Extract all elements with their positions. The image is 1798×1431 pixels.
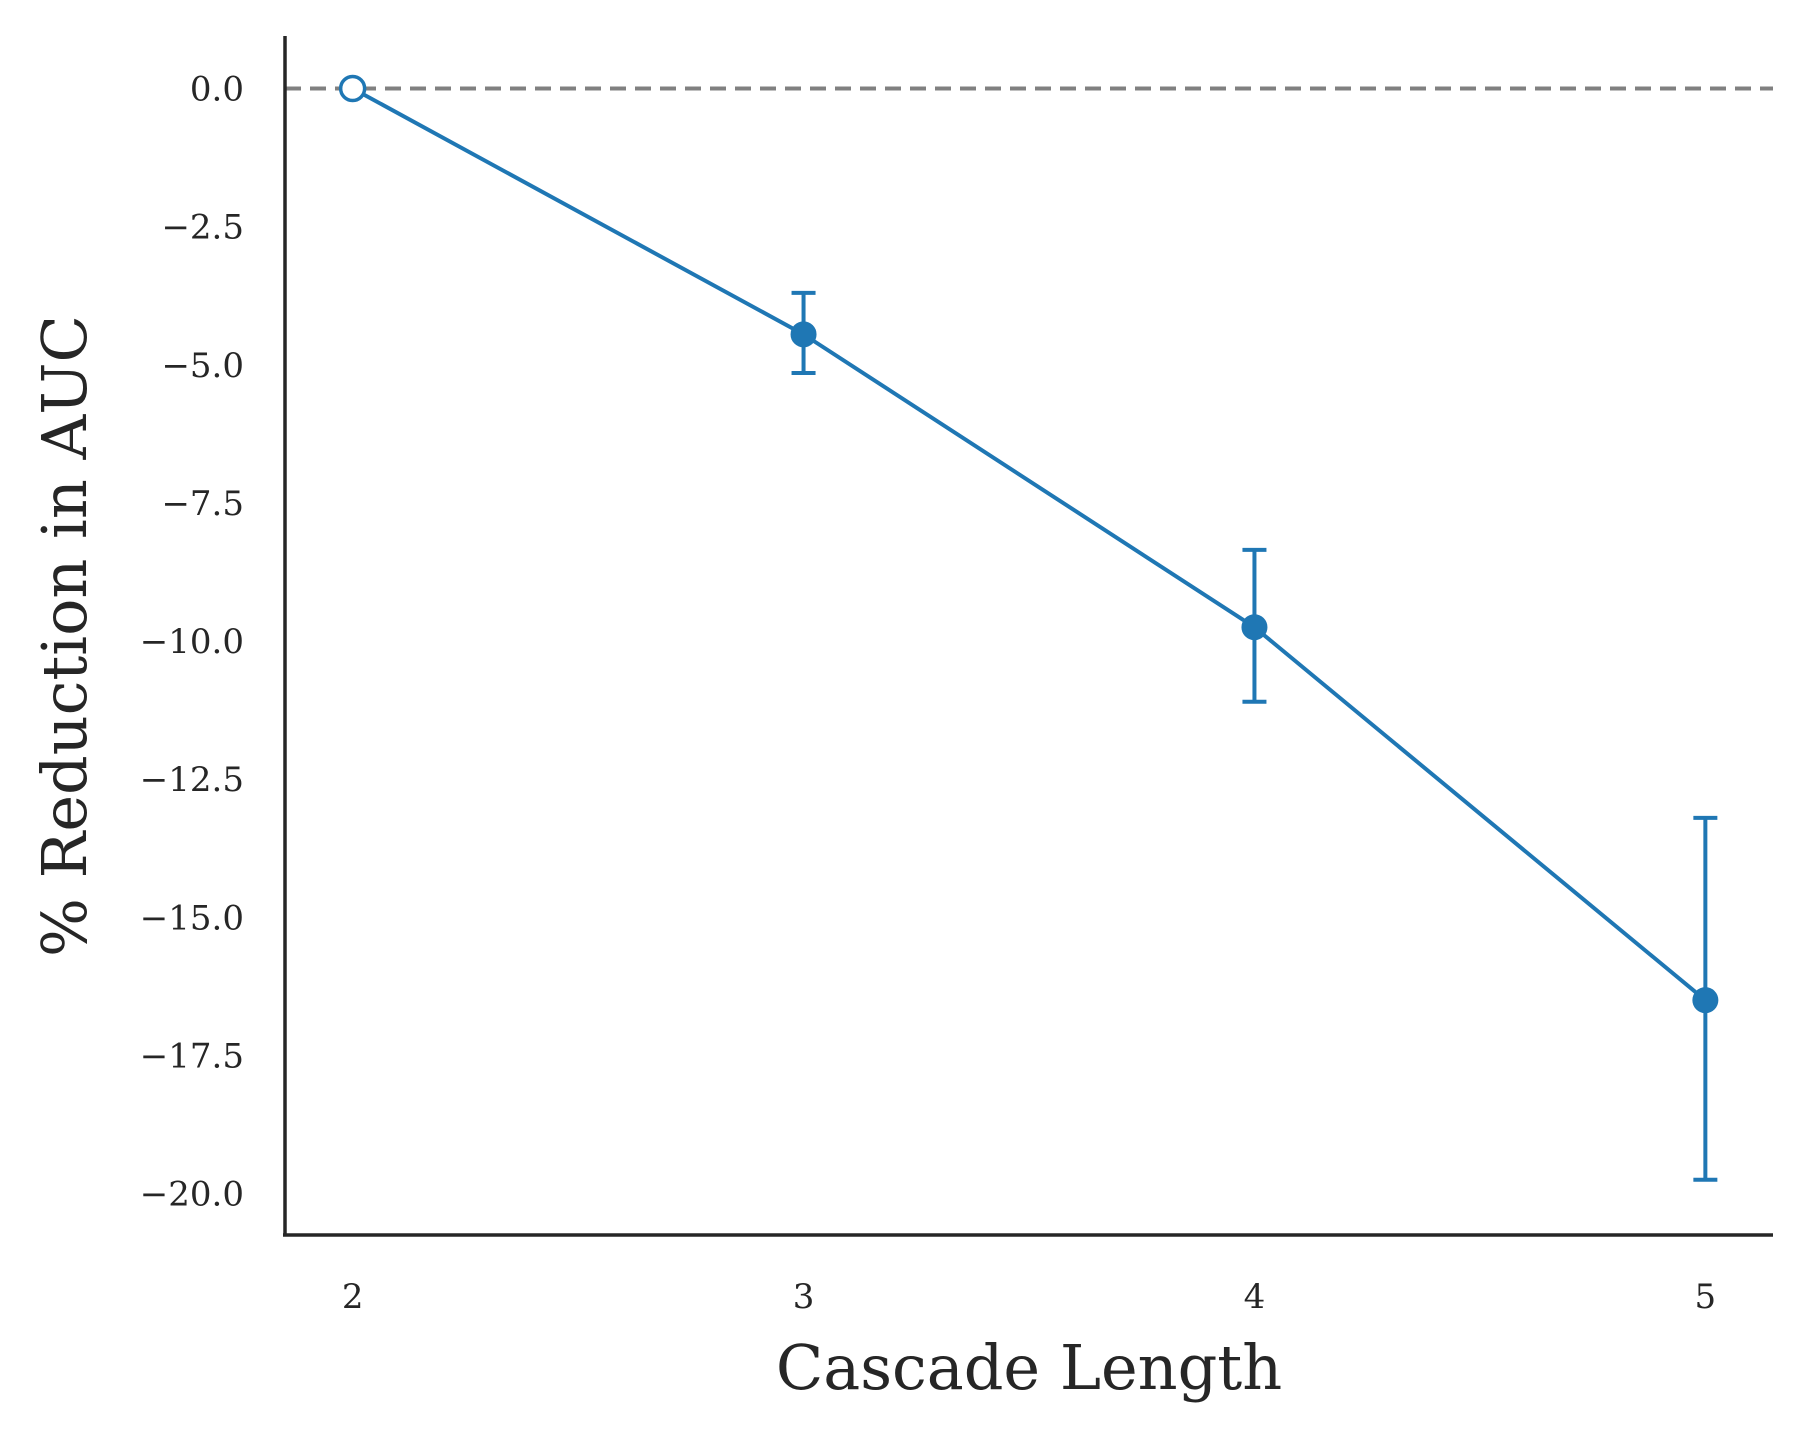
x-tick-label: 2 (342, 1277, 364, 1317)
data-point (1241, 614, 1268, 641)
y-tick-labels: 0.0 −2.5 −5.0 −7.5 −10.0 −12.5 −15.0 −17.5 −20.0 (140, 69, 244, 1214)
markers (338, 74, 1719, 1014)
y-tick-label: −15.0 (140, 898, 244, 938)
data-point (1692, 987, 1719, 1014)
y-tick-label: −12.5 (140, 760, 244, 800)
data-point (338, 74, 367, 103)
error-bars (791, 290, 1718, 1182)
y-axis-label: % Reduction in AUC (28, 315, 101, 957)
y-tick-label: −17.5 (140, 1036, 244, 1076)
y-tick-label: −7.5 (161, 484, 244, 524)
x-tick-label: 4 (1244, 1277, 1266, 1317)
x-tick-label: 3 (793, 1277, 815, 1317)
axes (283, 36, 1773, 1237)
x-tick-label: 5 (1695, 1277, 1717, 1317)
series-lines (351, 86, 1707, 1002)
y-tick-label: −10.0 (140, 622, 244, 662)
y-tick-label: 0.0 (190, 69, 244, 109)
x-tick-labels: 2 3 4 5 (342, 1277, 1716, 1317)
x-axis-label: Cascade Length (776, 1331, 1282, 1404)
y-tick-label: −5.0 (161, 346, 244, 386)
series-line (351, 86, 1707, 1002)
data-point (790, 321, 817, 348)
y-tick-label: −20.0 (140, 1175, 244, 1215)
y-tick-label: −2.5 (161, 208, 244, 248)
